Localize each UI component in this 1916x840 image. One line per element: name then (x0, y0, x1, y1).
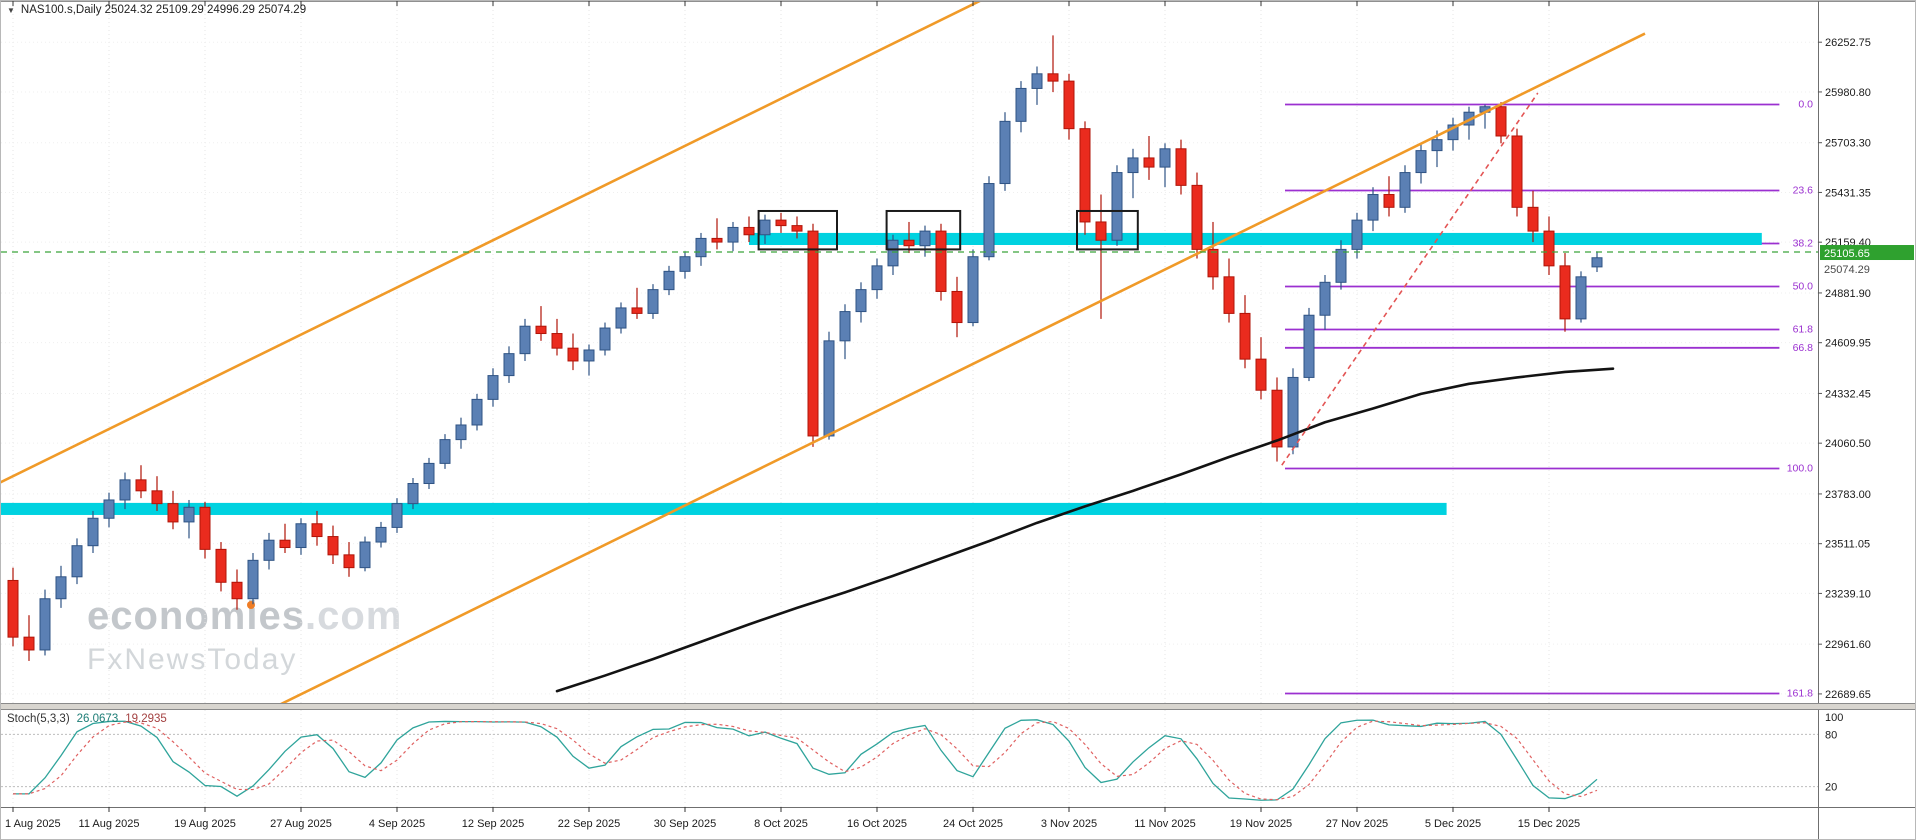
watermark: economies.com FxNewsToday (87, 595, 402, 677)
svg-text:20: 20 (1825, 782, 1837, 794)
svg-text:5 Dec 2025: 5 Dec 2025 (1425, 818, 1481, 830)
svg-text:22 Sep 2025: 22 Sep 2025 (558, 818, 620, 830)
candles-layer (7, 35, 1603, 661)
chart-title: ▼ NAS100.s,Daily 25024.32 25109.29 24996… (7, 4, 306, 16)
svg-text:19 Nov 2025: 19 Nov 2025 (1230, 818, 1292, 830)
svg-text:23511.05: 23511.05 (1825, 539, 1870, 551)
svg-text:15 Dec 2025: 15 Dec 2025 (1518, 818, 1580, 830)
stochastic-lines (12, 719, 1598, 801)
stoch-d-line (12, 720, 1598, 801)
watermark-brand-post: es (258, 594, 305, 638)
svg-text:50.0: 50.0 (1793, 281, 1814, 293)
svg-text:8 Oct 2025: 8 Oct 2025 (754, 818, 808, 830)
svg-text:23783.00: 23783.00 (1825, 489, 1871, 501)
svg-text:80: 80 (1825, 729, 1837, 741)
svg-text:1 Aug 2025: 1 Aug 2025 (5, 818, 61, 830)
pane-separator[interactable] (1, 703, 1916, 710)
highlight-rectangles-layer[interactable] (757, 209, 1139, 251)
channel-lower-line (280, 32, 1646, 703)
svg-text:26252.75: 26252.75 (1825, 37, 1871, 49)
svg-text:27 Nov 2025: 27 Nov 2025 (1326, 818, 1388, 830)
svg-text:25074.29: 25074.29 (1824, 264, 1870, 276)
svg-text:100.0: 100.0 (1787, 463, 1813, 475)
svg-text:23.6: 23.6 (1793, 184, 1814, 196)
svg-text:25703.30: 25703.30 (1825, 138, 1871, 150)
svg-text:24332.45: 24332.45 (1825, 388, 1871, 400)
svg-text:24 Oct 2025: 24 Oct 2025 (943, 818, 1003, 830)
svg-text:100: 100 (1825, 712, 1843, 724)
channel-upper-line (1, 1, 983, 484)
watermark-brand-pre: econom (87, 594, 247, 638)
svg-text:27 Aug 2025: 27 Aug 2025 (270, 818, 332, 830)
svg-text:161.8: 161.8 (1787, 687, 1813, 699)
symbol-ohlc-text: NAS100.s,Daily 25024.32 25109.29 24996.2… (20, 4, 307, 16)
current-price-tag: 25105.65 25074.29 (1820, 245, 1914, 276)
svg-text:66.8: 66.8 (1793, 342, 1814, 354)
svg-text:25980.80: 25980.80 (1825, 87, 1871, 99)
watermark-brand: economies.com (87, 595, 402, 637)
fibonacci-layer[interactable]: 0.0 23.6 38.2 50.0 61.8 66.8 100.0 161.8 (1285, 99, 1813, 700)
svg-text:23239.10: 23239.10 (1825, 588, 1871, 600)
date-axis[interactable]: 1 Aug 2025 11 Aug 2025 19 Aug 2025 27 Aug 2… (5, 818, 1580, 830)
price-axis[interactable]: 26252.7525980.8025703.3025431.3525159.40… (1818, 37, 1871, 701)
stoch-axis[interactable]: 100 80 20 (1, 712, 1843, 794)
grid-layer (1, 2, 1818, 807)
svg-text:30 Sep 2025: 30 Sep 2025 (654, 818, 716, 830)
svg-text:38.2: 38.2 (1793, 238, 1814, 250)
svg-text:22689.65: 22689.65 (1825, 689, 1871, 701)
stochastic-d-value: 19.2935 (125, 713, 167, 725)
svg-text:19 Aug 2025: 19 Aug 2025 (174, 818, 236, 830)
stochastic-k-value: 26.0673 (76, 713, 119, 725)
watermark-brand-suffix: .com (304, 594, 403, 638)
stoch-k-line (12, 719, 1598, 801)
svg-text:61.8: 61.8 (1793, 324, 1814, 336)
svg-text:24060.50: 24060.50 (1825, 438, 1871, 450)
svg-text:22961.60: 22961.60 (1825, 639, 1871, 651)
trend-channel-layer[interactable] (1, 1, 1646, 757)
svg-text:11 Aug 2025: 11 Aug 2025 (79, 818, 140, 830)
svg-text:4 Sep 2025: 4 Sep 2025 (369, 818, 425, 830)
watermark-subbrand: FxNewsToday (87, 643, 298, 676)
moving-average-layer[interactable] (555, 367, 1615, 693)
svg-text:16 Oct 2025: 16 Oct 2025 (847, 818, 907, 830)
svg-text:12 Sep 2025: 12 Sep 2025 (462, 818, 524, 830)
collapse-triangle-icon[interactable]: ▼ (7, 5, 15, 15)
svg-text:0.0: 0.0 (1798, 99, 1813, 111)
stochastic-name: Stoch(5,3,3) (7, 713, 70, 725)
stochastic-label: Stoch(5,3,3) 26.0673 19.2935 (7, 713, 167, 725)
watermark-brand-i-dot: i (246, 594, 259, 638)
svg-text:3 Nov 2025: 3 Nov 2025 (1041, 818, 1097, 830)
svg-text:24881.90: 24881.90 (1825, 288, 1871, 300)
svg-text:25105.65: 25105.65 (1824, 248, 1870, 260)
broken-trendline[interactable] (1281, 92, 1539, 466)
svg-text:24609.95: 24609.95 (1825, 338, 1871, 350)
svg-text:25431.35: 25431.35 (1825, 187, 1871, 199)
svg-text:11 Nov 2025: 11 Nov 2025 (1134, 818, 1196, 830)
